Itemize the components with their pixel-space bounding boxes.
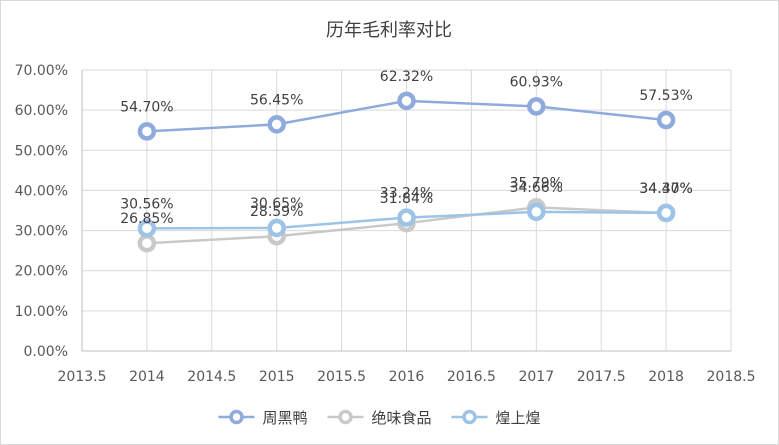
data-point — [137, 219, 157, 238]
legend-label: 绝味食品 — [372, 409, 432, 427]
data-label: 34.66% — [510, 180, 563, 196]
y-tick-label: 40.00% — [15, 183, 68, 199]
data-label: 60.93% — [510, 74, 563, 90]
x-tick-label: 2017 — [518, 369, 554, 385]
data-label: 34.37% — [639, 181, 692, 197]
data-point — [397, 91, 416, 111]
y-tick-label: 0.00% — [24, 344, 68, 360]
data-point — [267, 115, 286, 134]
x-tick-label: 2016.5 — [447, 369, 496, 385]
y-tick-label: 10.00% — [15, 304, 68, 320]
x-tick-label: 2014.5 — [187, 369, 236, 385]
data-label: 56.45% — [250, 92, 303, 108]
data-point — [137, 122, 157, 141]
data-point — [267, 218, 286, 238]
data-point — [656, 203, 676, 223]
y-tick-label: 20.00% — [15, 264, 68, 280]
data-label: 31.84% — [380, 191, 433, 207]
data-point — [527, 97, 546, 116]
y-tick-label: 60.00% — [15, 103, 68, 119]
data-label: 33.24% — [380, 186, 433, 202]
x-tick-label: 2013.5 — [58, 369, 107, 385]
data-point — [397, 208, 416, 227]
x-tick-label: 2018.5 — [707, 369, 756, 385]
data-label: 62.32% — [380, 69, 433, 85]
legend-label: 煌上煌 — [496, 409, 541, 427]
data-label: 30.56% — [120, 196, 173, 212]
data-label: 28.59% — [250, 204, 303, 220]
data-point — [527, 202, 546, 222]
data-point — [137, 233, 157, 253]
series-group — [137, 91, 676, 253]
data-labels: 54.70% 56.45% 62.32% 60.93% 57.53% 26.85% 28.5… — [120, 69, 693, 227]
legend-label: 周黑鸭 — [263, 409, 308, 427]
x-tick-label: 2018 — [648, 369, 684, 385]
x-tick-label: 2014 — [129, 369, 165, 385]
data-label: 35.79% — [510, 175, 563, 191]
data-point — [656, 110, 676, 130]
data-label: 57.53% — [639, 88, 692, 104]
axes: 0.00% 10.00% 20.00% 30.00% 40.00% 50.00% 60.00… — [15, 63, 756, 385]
x-tick-label: 2017.5 — [577, 369, 626, 385]
chart-title: 历年毛利率对比 — [326, 20, 452, 41]
data-label: 30.65% — [250, 196, 303, 212]
data-label: 26.85% — [120, 211, 173, 227]
data-label: 54.70% — [120, 99, 173, 115]
y-tick-label: 30.00% — [15, 224, 68, 240]
x-tick-label: 2016 — [389, 369, 425, 385]
legend: 周黑鸭 绝味食品 煌上煌 — [218, 409, 541, 427]
legend-marker — [462, 409, 477, 425]
x-tick-label: 2015.5 — [317, 369, 366, 385]
x-tick-label: 2015 — [259, 369, 295, 385]
legend-marker — [229, 409, 244, 425]
legend-marker — [338, 409, 353, 425]
data-label: 34.40% — [639, 181, 692, 197]
y-tick-label: 70.00% — [15, 63, 68, 79]
y-tick-label: 50.00% — [15, 143, 68, 159]
